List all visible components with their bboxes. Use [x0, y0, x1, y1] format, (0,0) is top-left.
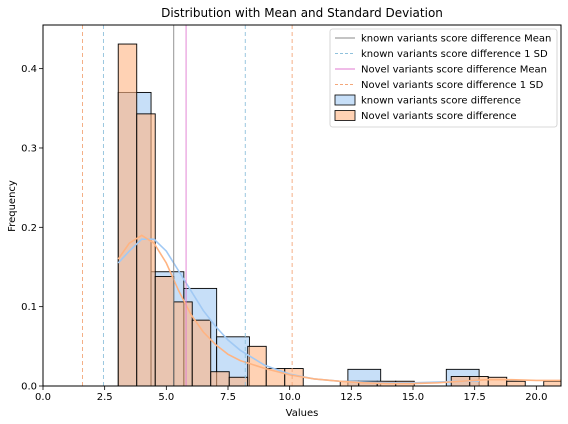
axes: 0.0 2.5 5.0 7.5 10.0 12.5 15.0 17.5 20.0 0.0 0.1 0.…: [21, 24, 562, 403]
x-tick-label: 5.0: [158, 392, 174, 403]
legend-label: known variants score difference Mean: [361, 34, 551, 45]
legend-swatch-patch: [334, 110, 356, 121]
y-tick-label: 0.4: [21, 64, 37, 75]
histogram-bar: [543, 380, 561, 386]
legend-label: known variants score difference: [361, 96, 521, 107]
histogram-bar: [136, 113, 156, 386]
legend-box: [329, 28, 558, 128]
y-tick-label: 0.2: [21, 223, 37, 234]
x-axis-label: Values: [286, 408, 319, 419]
legend-label: Novel variants score difference 1 SD: [361, 80, 544, 91]
histogram-bar: [210, 371, 230, 386]
x-tick-label: 7.5: [220, 392, 236, 403]
histogram-bar: [506, 380, 526, 386]
chart-title: Distribution with Mean and Standard Devi…: [161, 6, 443, 20]
x-tick-label: 15.0: [402, 392, 424, 403]
y-tick-label: 0.1: [21, 302, 37, 313]
legend-label: Novel variants score difference Mean: [361, 65, 547, 76]
y-tick-label: 0.3: [21, 143, 37, 154]
legend-label: known variants score difference 1 SD: [361, 49, 548, 60]
histogram-bar: [117, 43, 138, 386]
histogram-bar: [487, 376, 508, 386]
x-tick-label: 0.0: [35, 392, 51, 403]
kde-curve-novel: [117, 234, 561, 385]
plot-frame: [42, 24, 562, 387]
x-tick-label: 17.5: [464, 392, 486, 403]
x-tick-label: 20.0: [525, 392, 547, 403]
kde-curve-known: [117, 238, 480, 384]
legend-label: Novel variants score difference: [361, 111, 517, 122]
histogram-bar: [154, 276, 175, 386]
legend: known variants score difference Mean know…: [329, 28, 558, 128]
histogram-bar: [173, 301, 193, 386]
legend-swatch-patch: [334, 94, 356, 106]
x-tick-label: 12.5: [340, 392, 362, 403]
y-tick-label: 0.0: [21, 382, 37, 393]
x-tick-label: 10.0: [279, 392, 301, 403]
y-axis-label: Frequency: [7, 180, 18, 232]
x-tick-label: 2.5: [97, 392, 113, 403]
